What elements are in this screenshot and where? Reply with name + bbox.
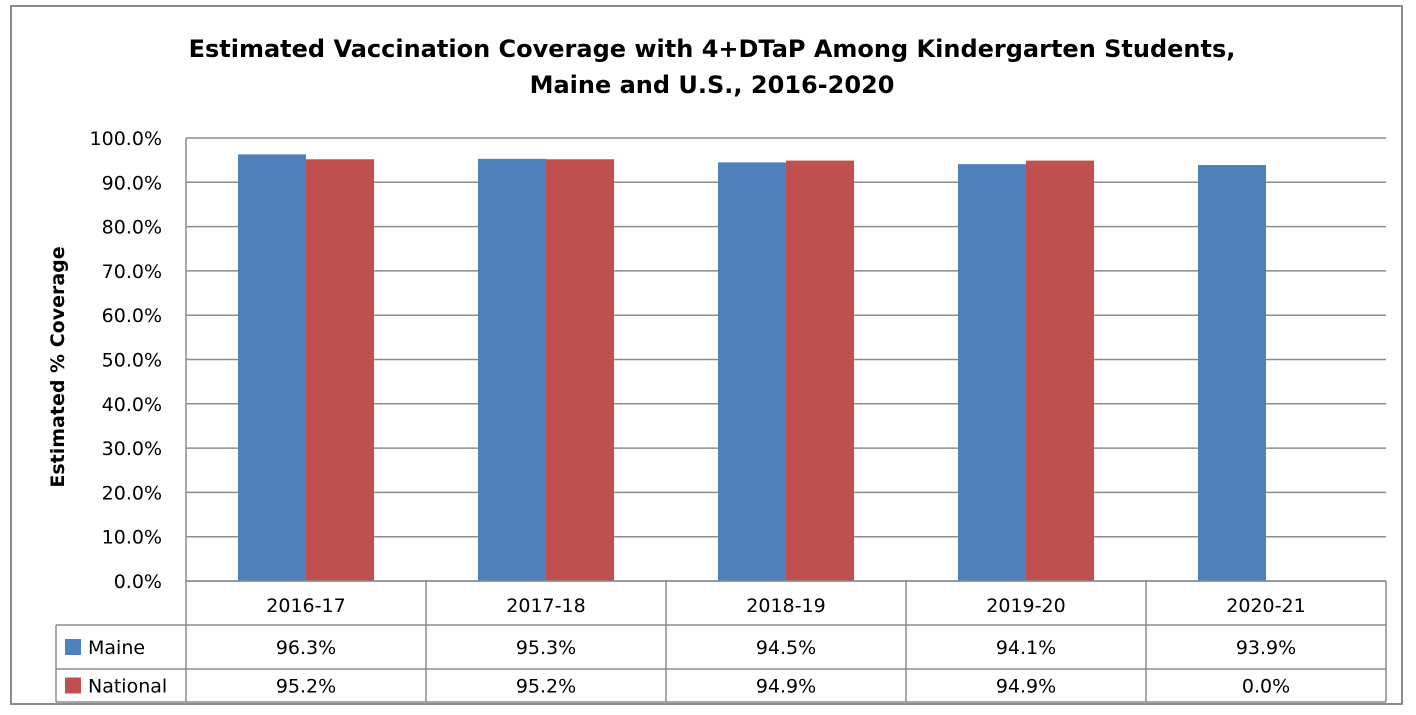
- bar-maine: [238, 154, 306, 582]
- y-tick-label: 100.0%: [90, 128, 162, 150]
- bar-maine: [718, 162, 786, 582]
- y-tick-label: 50.0%: [102, 350, 162, 372]
- data-label: 96.3%: [276, 637, 336, 659]
- y-tick-label: 0.0%: [114, 571, 162, 593]
- y-tick-label: 80.0%: [102, 217, 162, 239]
- y-tick-label: 30.0%: [102, 438, 162, 460]
- data-label: 95.3%: [516, 637, 576, 659]
- legend-swatch-maine: [65, 639, 81, 655]
- bar-national: [306, 159, 374, 582]
- y-axis-label: Estimated % Coverage: [47, 246, 69, 487]
- data-label: 95.2%: [516, 676, 576, 698]
- data-label: 94.5%: [756, 637, 816, 659]
- x-tick-label: 2016-17: [266, 595, 345, 617]
- y-tick-label: 90.0%: [102, 172, 162, 194]
- data-label: 0.0%: [1242, 676, 1290, 698]
- data-label: 94.9%: [756, 676, 816, 698]
- x-tick-label: 2020-21: [1226, 595, 1305, 617]
- x-tick-label: 2017-18: [506, 595, 585, 617]
- bar-maine: [478, 158, 546, 582]
- data-label: 94.9%: [996, 676, 1056, 698]
- x-tick-label: 2019-20: [986, 595, 1065, 617]
- y-tick-label: 60.0%: [102, 305, 162, 327]
- chart-title-line-2: Maine and U.S., 2016-2020: [530, 71, 895, 99]
- y-tick-label: 20.0%: [102, 482, 162, 504]
- y-tick-label: 70.0%: [102, 261, 162, 283]
- legend-label-maine: Maine: [88, 637, 145, 659]
- x-tick-label: 2018-19: [746, 595, 825, 617]
- data-label: 94.1%: [996, 637, 1056, 659]
- data-label: 93.9%: [1236, 637, 1296, 659]
- axes: 0.0% 10.0% 20.0% 30.0% 40.0% 50.0% 60.0% 70.0% 8…: [90, 128, 187, 593]
- bar-maine: [958, 164, 1026, 581]
- y-tick-label: 40.0%: [102, 394, 162, 416]
- chart-title-line-1: Estimated Vaccination Coverage with 4+DT…: [189, 35, 1236, 63]
- bar-national: [786, 160, 854, 581]
- y-tick-label: 10.0%: [102, 527, 162, 549]
- chart-frame: Estimated Vaccination Coverage with 4+DT…: [10, 5, 1403, 705]
- data-table: 2016-17 2017-18 2018-19 2019-20 2020-21 Maine…: [55, 580, 1387, 703]
- legend-swatch-national: [65, 677, 81, 694]
- data-label: 95.2%: [276, 676, 336, 698]
- bar-maine: [1198, 165, 1266, 581]
- chart-svg: Estimated Vaccination Coverage with 4+DT…: [47, 35, 1387, 703]
- bar-national: [546, 159, 614, 582]
- legend-label-national: National: [88, 676, 167, 698]
- bars: [238, 154, 1266, 582]
- bar-national: [1026, 160, 1094, 581]
